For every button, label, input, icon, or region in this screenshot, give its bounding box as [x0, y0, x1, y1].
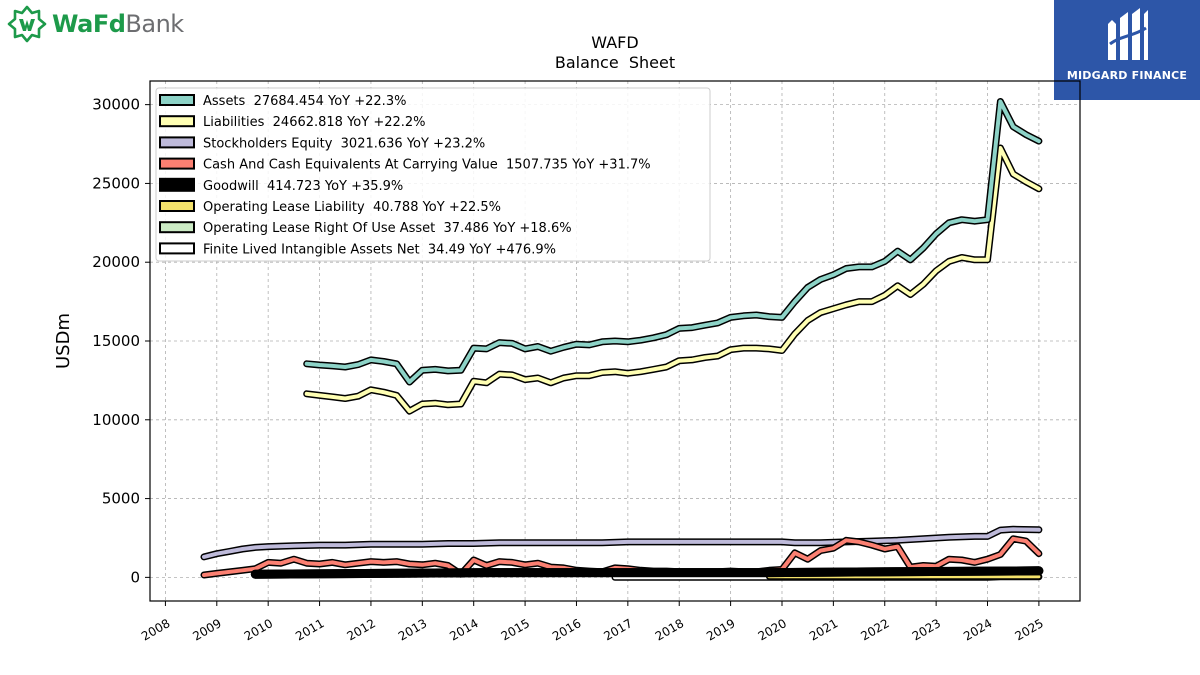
legend-swatch-3 [159, 157, 195, 170]
legend-swatch-7 [159, 242, 195, 255]
legend-swatch-0 [159, 94, 195, 106]
series-1-line [304, 146, 1041, 414]
series-0-line [304, 99, 1041, 384]
x-tick-label: 2008 [139, 616, 172, 643]
legend-swatch-1 [159, 115, 195, 128]
chart-title: WAFD [591, 33, 638, 52]
series-4-line [250, 566, 1044, 579]
y-tick-label: 15000 [92, 332, 140, 350]
y-tick-label: 5000 [102, 490, 140, 508]
x-tick-label: 2011 [293, 616, 326, 643]
x-tick-label: 2024 [961, 616, 994, 643]
y-axis-label: USDm [53, 313, 74, 369]
x-tick-label: 2018 [653, 616, 686, 643]
legend: Assets 27684.454 YoY +22.3% Liabilities 2… [155, 87, 711, 262]
x-tick-label: 2023 [910, 616, 943, 643]
logo-word-wafd: WaFd [52, 10, 126, 38]
y-tick-label: 10000 [92, 411, 140, 429]
chart-subtitle: Balance Sheet [555, 53, 675, 72]
legend-swatch-2 [159, 136, 195, 149]
y-tick-label: 20000 [92, 253, 140, 271]
series-lines [200, 98, 1044, 581]
legend-label-1: Liabilities 24662.818 YoY +22.2% [203, 115, 426, 130]
x-tick-label: 2010 [242, 616, 275, 643]
y-tick-label: 0 [130, 568, 140, 586]
x-tick-label: 2009 [190, 616, 223, 643]
legend-swatch-4 [159, 177, 195, 192]
x-tick-label: 2015 [499, 616, 532, 643]
y-tick-label: 30000 [92, 96, 140, 114]
wafd-logo-text: WaFdBank [52, 10, 184, 38]
series-2-line [202, 527, 1041, 559]
legend-label-5: Operating Lease Liability 40.788 YoY +22… [203, 200, 501, 215]
y-tick-label: 25000 [92, 174, 140, 192]
x-tick-label: 2014 [447, 616, 480, 643]
x-tick-label: 2021 [807, 616, 840, 643]
midgard-finance-label: MIDGARD FINANCE [1066, 69, 1188, 82]
wafd-emblem-icon [7, 5, 47, 43]
legend-swatch-6 [159, 221, 195, 234]
x-tick-label: 2017 [601, 616, 634, 643]
x-tick-label: 2012 [345, 616, 378, 643]
legend-label-3: Cash And Cash Equivalents At Carrying Va… [203, 158, 651, 173]
legend-box [155, 87, 711, 262]
x-tick-label: 2020 [756, 616, 789, 643]
logo-word-bank: Bank [125, 10, 184, 38]
legend-swatch-5 [159, 200, 195, 212]
wafd-logo: WaFdBank [6, 4, 184, 44]
x-tick-label: 2025 [1012, 616, 1045, 643]
x-tick-label: 2016 [550, 616, 583, 643]
legend-label-6: Operating Lease Right Of Use Asset 37.48… [203, 221, 572, 236]
midgard-finance-badge: MIDGARD FINANCE [1054, 0, 1200, 100]
legend-label-4: Goodwill 414.723 YoY +35.9% [203, 179, 403, 194]
x-tick-label: 2022 [858, 616, 891, 643]
legend-label-7: Finite Lived Intangible Assets Net 34.49… [203, 242, 556, 257]
axis-ticks: 2008 2009 2010 2011 2012 2013 2014 2015 2016 2017… [92, 96, 1046, 644]
midgard-emblem-icon [1108, 8, 1148, 60]
x-tick-label: 2013 [396, 616, 429, 643]
x-tick-label: 2019 [704, 616, 737, 643]
legend-label-0: Assets 27684.454 YoY +22.3% [203, 94, 406, 109]
legend-label-2: Stockholders Equity 3021.636 YoY +23.2% [203, 136, 485, 151]
